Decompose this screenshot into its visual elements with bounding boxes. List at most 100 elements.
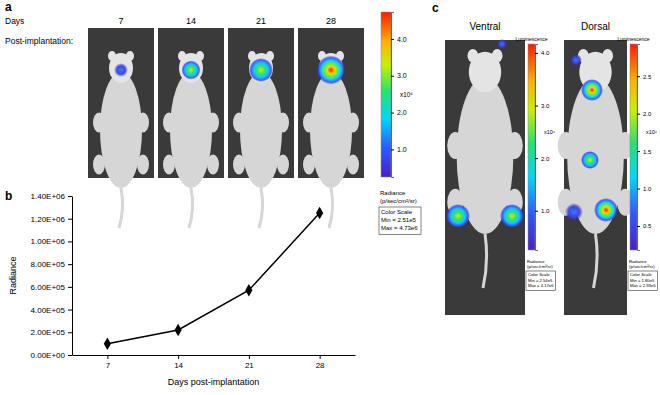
y-tick-label: 8.00E+05 — [31, 260, 66, 269]
colorbar-tick: 2.0 — [535, 156, 550, 162]
y-axis: 0.00E+002.00E+054.00E+056.00E+058.00E+05… — [31, 192, 73, 360]
colorbar-label: Radiance — [380, 190, 406, 196]
color-scale-text: Color Scale — [381, 209, 413, 215]
color-scale-box — [526, 271, 555, 290]
y-tick-label: 4.00E+05 — [31, 306, 66, 315]
header: Days — [5, 16, 24, 26]
day-label: 28 — [326, 16, 336, 26]
data-point — [245, 284, 252, 296]
colorbar-tick-mark — [391, 39, 394, 40]
x-tick-mark — [249, 355, 250, 359]
colorbar-title: Luminescence — [617, 36, 649, 42]
panel-b: 0.00E+002.00E+054.00E+056.00E+058.00E+05… — [8, 192, 356, 387]
luminescence-spot — [317, 56, 346, 85]
colorbar-tick-label: 4.0 — [397, 36, 407, 43]
panel-a: DaysPost-implantation:71421284.03.02.01.… — [5, 12, 421, 235]
y-tick-mark — [68, 196, 72, 197]
luminescence-spot — [446, 204, 470, 228]
colorbar-tick-mark — [535, 211, 538, 212]
color-scale-text: Max = 4.17e6 — [528, 283, 554, 288]
colorbar-tick-mark — [637, 226, 640, 227]
luminescence-spot — [497, 39, 507, 49]
x-axis: 7 14 21 28 — [73, 355, 356, 370]
mouse-image — [558, 40, 634, 315]
photo-background — [445, 40, 525, 315]
colorbar-axis-line — [638, 45, 641, 251]
colorbar — [528, 44, 535, 250]
panel-label: a — [5, 0, 12, 14]
x-tick-mark — [107, 355, 108, 359]
mouse — [558, 49, 634, 288]
y-axis-line — [72, 197, 73, 356]
mouse-image — [445, 39, 525, 315]
x-tick: 28 — [316, 355, 325, 370]
colorbar-tick-label: 2.0 — [397, 109, 407, 116]
colorbar-axis-line — [392, 13, 395, 178]
x-tick: 14 — [174, 355, 183, 370]
luminescence-spot — [581, 79, 603, 101]
colorbar — [630, 44, 637, 250]
view-title: Ventral — [469, 21, 500, 32]
x-tick-label: 14 — [174, 361, 183, 370]
color-scale-text: Min = 2.54e5 — [528, 278, 553, 283]
colorbar-units: (p/sec/cm²/sr) — [380, 198, 417, 204]
x-tick-mark — [320, 355, 321, 359]
colorbar-tick-label: 1.0 — [541, 208, 550, 214]
y-tick: 1.20E+06 — [31, 215, 72, 224]
colorbar-tick-mark — [535, 53, 538, 54]
y-tick-mark — [68, 332, 72, 333]
y-tick: 0.00E+00 — [31, 351, 72, 360]
colorbar-tick-mark — [637, 189, 640, 190]
y-tick: 6.00E+05 — [31, 283, 72, 292]
colorbar-title: Luminescence — [515, 36, 547, 42]
data-point — [316, 207, 323, 219]
colorbar-tick: 2.0 — [637, 111, 652, 117]
colorbar-tick-mark — [637, 114, 640, 115]
x-tick-label: 7 — [106, 361, 111, 370]
view-title: Dorsal — [581, 21, 610, 32]
day-label: 14 — [186, 16, 196, 26]
colorbar — [381, 12, 391, 177]
data-line — [107, 213, 319, 344]
y-tick-label: 1.00E+06 — [31, 237, 66, 246]
colorbar-tick-label: 0.5 — [643, 223, 652, 229]
colorbar-multiplier: x10⁶ — [544, 129, 555, 135]
panel-label: b — [5, 189, 12, 203]
colorbar-units: (p/sec/cm²/sr) — [527, 264, 553, 269]
y-tick: 4.00E+05 — [31, 306, 72, 315]
x-tick: 7 — [106, 355, 111, 370]
luminescence-spot — [565, 203, 583, 221]
day-label: 21 — [256, 16, 266, 26]
colorbar-tick-mark — [535, 106, 538, 107]
color-scale-text: Min = 1.80e5 — [630, 278, 655, 283]
colorbar-tick-label: 3.0 — [397, 72, 407, 79]
y-tick-label: 0.00E+00 — [31, 351, 66, 360]
colorbar-tick: 0.5 — [637, 223, 652, 229]
y-axis-title: Radiance — [8, 256, 18, 294]
colorbar-tick-label: 1.0 — [643, 186, 652, 192]
luminescence-spot — [114, 63, 128, 77]
colorbar-axis-line — [536, 45, 539, 251]
color-scale-box — [379, 207, 421, 235]
y-tick-mark — [68, 310, 72, 311]
y-tick: 1.00E+06 — [31, 237, 72, 246]
mouse-image — [158, 28, 224, 228]
colorbar-tick: 4.0 — [535, 50, 550, 56]
colorbar-tick-label: 3.0 — [541, 103, 550, 109]
colorbar-tick-label: 2.0 — [541, 156, 550, 162]
data-point — [104, 337, 111, 349]
colorbar-tick: 1.0 — [391, 146, 407, 153]
colorbar-tick: 2.5 — [637, 74, 652, 80]
color-scale-text: Color Scale — [630, 272, 652, 277]
day-label: 7 — [118, 16, 123, 26]
colorbar-tick-mark — [391, 76, 394, 77]
x-tick-label: 21 — [245, 361, 254, 370]
luminescence-spot — [594, 198, 618, 222]
mouse — [233, 51, 289, 228]
color-scale-text: Color Scale — [528, 272, 550, 277]
colorbar-label: Radiance — [629, 259, 647, 264]
colorbar-tick: 2.0 — [391, 109, 407, 116]
y-tick: 1.40E+06 — [31, 192, 72, 201]
data-point — [175, 324, 182, 336]
colorbar-tick-label: 1.0 — [397, 146, 407, 153]
